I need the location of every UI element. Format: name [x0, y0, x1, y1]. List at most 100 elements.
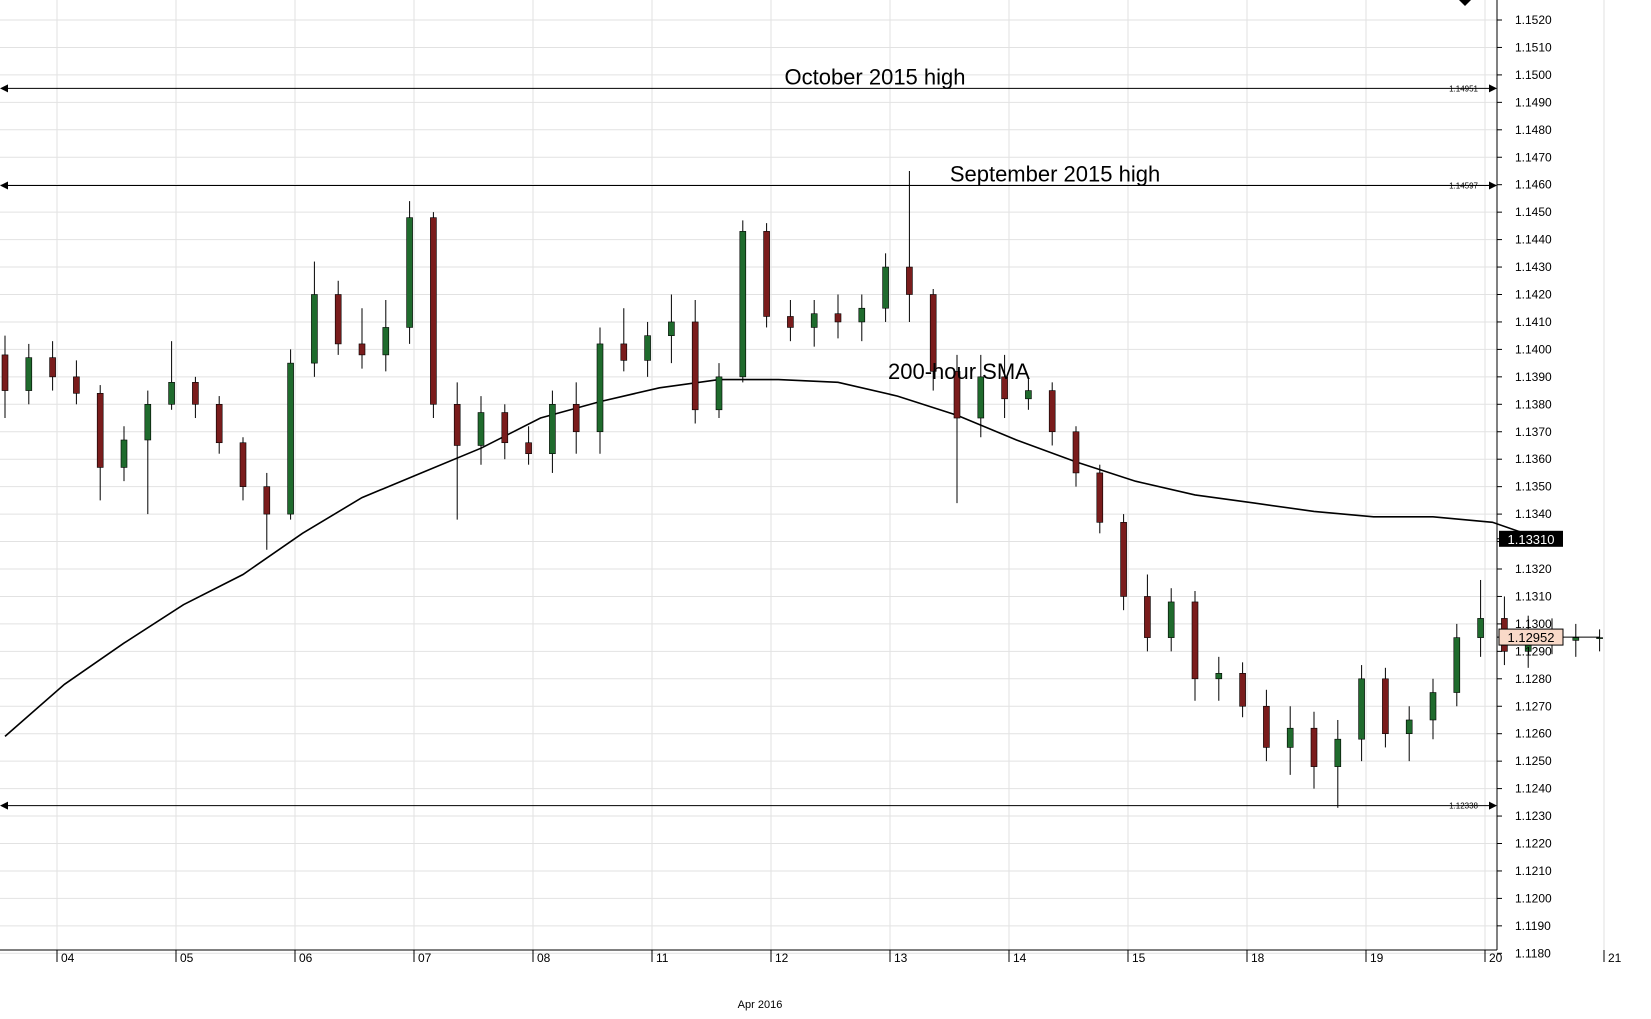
y-tick-label: 1.1510: [1515, 40, 1552, 54]
candle-body: [525, 442, 532, 455]
candle-body: [311, 294, 318, 364]
y-tick-label: 1.1280: [1515, 672, 1552, 686]
candle-body: [1072, 431, 1080, 474]
y-tick-label: 1.1380: [1515, 397, 1552, 411]
candle-body: [430, 217, 437, 405]
x-axis-month-label: Apr 2016: [738, 999, 783, 1011]
x-tick-label: 18: [1251, 951, 1265, 965]
y-tick-label: 1.1310: [1515, 589, 1552, 603]
candle-body: [882, 266, 889, 309]
candle-body: [1382, 678, 1389, 734]
candle-body: [644, 335, 651, 361]
candle-body: [858, 307, 866, 323]
y-tick-label: 1.1340: [1515, 507, 1552, 521]
y-tick-label: 1.1230: [1515, 809, 1552, 823]
x-tick-label: 06: [299, 951, 313, 965]
x-tick-label: 12: [775, 951, 789, 965]
level-arrow-right: [1489, 181, 1497, 190]
y-tick-label: 1.1180: [1515, 946, 1551, 960]
y-tick-label: 1.1450: [1515, 205, 1552, 219]
y-tick-label: 1.1360: [1515, 452, 1552, 466]
candle-body: [1286, 727, 1294, 748]
candle-body: [96, 393, 104, 468]
candle-body: [239, 442, 247, 487]
level-label: October 2015 high: [784, 64, 965, 89]
y-tick-label: 1.1260: [1515, 727, 1552, 741]
candle-body: [572, 403, 580, 433]
x-tick-label: 13: [894, 951, 908, 965]
y-tick-label: 1.1210: [1515, 864, 1552, 878]
price-tags: 1.13310 1.12952: [1498, 530, 1564, 646]
candle-body: [763, 231, 770, 317]
candle-body: [477, 412, 485, 446]
x-tick-label: 15: [1132, 951, 1146, 965]
candle-body: [596, 343, 604, 433]
candle-body: [977, 376, 985, 419]
candle-body: [1310, 727, 1318, 767]
y-tick-label: 1.1300: [1515, 617, 1552, 631]
level-arrow-right: [1489, 801, 1497, 810]
candle-body: [715, 376, 723, 411]
y-tick-label: 1.1500: [1515, 68, 1552, 82]
y-tick-label: 1.1490: [1515, 95, 1552, 109]
y-axis-ticks: 1.1180 1.1190 1.1200 1.1210 1.1220 1.1230 1.12…: [1497, 13, 1552, 960]
sma-last-value-box: [1499, 530, 1563, 547]
level-arrow-left: [0, 801, 8, 810]
candle-body: [1167, 601, 1175, 638]
candle-body: [406, 217, 413, 328]
y-tick-label: 1.1480: [1515, 123, 1552, 137]
candle-body: [144, 403, 152, 441]
level-arrow-right: [1489, 84, 1497, 93]
level-arrow-left: [0, 181, 8, 190]
candle-body: [906, 266, 913, 295]
candle-body: [49, 357, 56, 378]
y-tick-label: 1.1520: [1515, 13, 1552, 27]
candle-body: [1477, 618, 1484, 638]
y-tick-label: 1.1440: [1515, 233, 1552, 247]
candle-body: [549, 403, 556, 455]
candle-body: [120, 439, 128, 468]
candles: [1, 170, 1603, 808]
candle-body: [1596, 637, 1603, 639]
candle-body: [263, 486, 271, 515]
candle-body: [382, 327, 390, 356]
candle-body: [787, 316, 794, 328]
y-tick-label: 1.1250: [1515, 754, 1552, 768]
candle-body: [1144, 596, 1151, 638]
candle-body: [25, 357, 33, 391]
y-tick-label: 1.1370: [1515, 425, 1552, 439]
level-tag: 1.14951: [1449, 84, 1478, 93]
horizontal-lines: 1.14951 October 2015 high 1.14597 September…: [0, 64, 1497, 811]
candle-body: [1453, 637, 1461, 693]
y-tick-label: 1.1190: [1515, 919, 1551, 933]
candle-body: [1358, 678, 1365, 740]
y-tick-label: 1.1350: [1515, 480, 1552, 494]
sma-last-value: 1.13310: [1508, 532, 1555, 547]
y-tick-label: 1.1430: [1515, 260, 1552, 274]
x-tick-label: 14: [1013, 951, 1027, 965]
x-axis-ticks: 04 05 06 07 08 11 12 13 14 15 18 19 20 21: [56, 950, 1622, 965]
candle-body: [287, 362, 294, 515]
candle-body: [1025, 390, 1032, 400]
x-tick-label: 20: [1489, 951, 1503, 965]
candle-body: [358, 343, 366, 356]
x-tick-label: 11: [656, 951, 669, 965]
y-tick-label: 1.1290: [1515, 644, 1552, 658]
candle-body: [739, 231, 747, 378]
y-tick-label: 1.1200: [1515, 891, 1552, 905]
y-tick-label: 1.1270: [1515, 699, 1552, 713]
y-tick-label: 1.1220: [1515, 837, 1552, 851]
candle-body: [810, 313, 818, 328]
y-tick-label: 1.1460: [1515, 178, 1552, 192]
x-tick-label: 05: [180, 951, 194, 965]
grid: [0, 0, 1605, 954]
candle-body: [1572, 637, 1580, 641]
level-label: September 2015 high: [950, 162, 1160, 187]
candle-body: [1, 354, 9, 391]
y-tick-label: 1.1410: [1515, 315, 1552, 329]
candle-body: [953, 371, 961, 419]
candle-body: [73, 376, 80, 394]
candle-body: [668, 321, 675, 336]
